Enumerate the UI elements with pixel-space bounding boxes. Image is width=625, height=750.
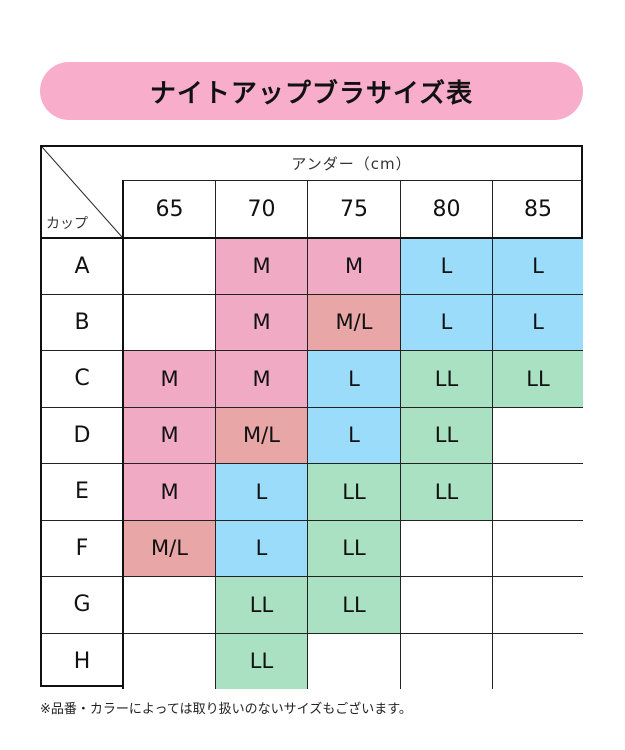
size-cell: L — [215, 463, 307, 520]
column-header: 65 — [122, 180, 215, 237]
size-cell — [492, 406, 583, 463]
page-title: ナイトアップブラサイズ表 — [40, 62, 583, 120]
size-cell: M/L — [215, 406, 307, 463]
row-header: A — [42, 237, 122, 294]
size-cell: M — [307, 237, 400, 294]
size-cell: L — [307, 350, 400, 407]
size-cell: M/L — [122, 519, 215, 576]
size-cell: M/L — [307, 293, 400, 350]
size-cell — [400, 632, 492, 689]
under-label: アンダー（cm） — [291, 155, 412, 173]
size-cell: M — [215, 237, 307, 294]
corner-cell: カップ — [42, 147, 122, 237]
size-cell: LL — [215, 576, 307, 633]
size-cell: LL — [492, 350, 583, 407]
size-cell: M — [122, 463, 215, 520]
row-header: E — [42, 463, 122, 520]
cup-label: カップ — [46, 216, 88, 232]
size-cell: L — [400, 293, 492, 350]
size-cell — [400, 519, 492, 576]
row-header: H — [42, 632, 122, 690]
size-cell: L — [400, 237, 492, 294]
row-header: D — [42, 406, 122, 464]
size-cell — [122, 237, 215, 294]
row-header: B — [42, 293, 122, 351]
size-cell: M — [122, 350, 215, 407]
size-cell: L — [492, 237, 583, 294]
column-header: 80 — [400, 180, 492, 237]
row-header: G — [42, 576, 122, 633]
size-cell — [492, 463, 583, 520]
size-cell: LL — [307, 576, 400, 633]
footnote: ※品番・カラーによっては取り扱いのないサイズもございます。 — [40, 702, 412, 717]
size-cell — [122, 632, 215, 689]
size-table: カップ アンダー（cm） 65 70 75 80 85 A M M L L B M M/L L L C M M L L… — [40, 145, 583, 690]
column-header: 85 — [492, 180, 583, 237]
size-cell: LL — [307, 519, 400, 576]
size-cell: M — [215, 350, 307, 407]
size-cell — [400, 576, 492, 633]
size-cell — [122, 576, 215, 633]
size-cell: M — [122, 406, 215, 463]
size-cell — [492, 519, 583, 576]
size-cell: L — [215, 519, 307, 576]
size-cell — [492, 576, 583, 633]
size-cell: LL — [400, 463, 492, 520]
size-cell: L — [307, 406, 400, 463]
size-cell: M — [215, 293, 307, 350]
size-cell: LL — [307, 463, 400, 520]
size-cell: LL — [400, 406, 492, 463]
row-header: F — [42, 519, 122, 577]
size-cell — [492, 632, 583, 689]
column-header: 70 — [215, 180, 307, 237]
size-cell — [122, 293, 215, 350]
size-cell: LL — [215, 632, 307, 689]
row-header: C — [42, 350, 122, 407]
size-cell: L — [492, 293, 583, 350]
size-cell: LL — [400, 350, 492, 407]
column-header: 75 — [307, 180, 400, 237]
size-cell — [307, 632, 400, 689]
